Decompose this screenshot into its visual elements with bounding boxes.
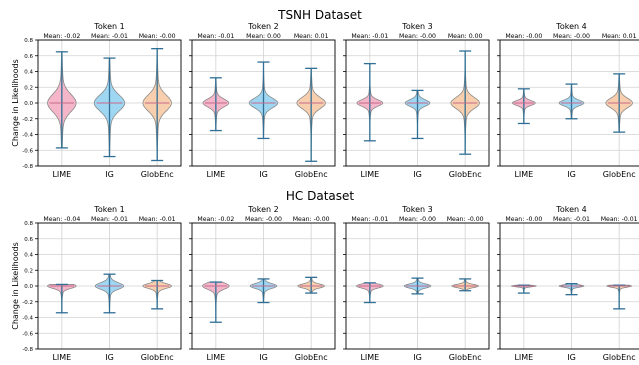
mean-annotation: Mean: -0.04 bbox=[43, 216, 80, 223]
y-tick-label: 0.8 bbox=[24, 221, 33, 227]
x-tick-label: IG bbox=[105, 170, 114, 179]
x-tick-label: GlobEnc bbox=[603, 170, 636, 179]
mean-annotation: Mean: -0.00 bbox=[505, 33, 542, 40]
panel-title: Token 1 bbox=[93, 205, 124, 214]
x-tick-label: LIME bbox=[206, 170, 225, 179]
mean-annotation: Mean: -0.01 bbox=[351, 33, 388, 40]
mean-annotation: Mean: -0.01 bbox=[91, 33, 128, 40]
panel-title: Token 2 bbox=[247, 205, 278, 214]
mean-annotation: Mean: -0.00 bbox=[505, 216, 542, 223]
panel: LIME Mean: -0.01 IG Mean: 0.00 GlobEnc Mean: … bbox=[189, 22, 336, 179]
dataset-title-hc: HC Dataset bbox=[286, 189, 355, 203]
x-tick-label: IG bbox=[259, 170, 268, 179]
mean-annotation: Mean: -0.00 bbox=[139, 33, 176, 40]
x-tick-label: GlobEnc bbox=[295, 170, 328, 179]
mean-annotation: Mean: -0.02 bbox=[43, 33, 80, 40]
x-tick-label: LIME bbox=[514, 353, 533, 362]
mean-annotation: Mean: 0.01 bbox=[294, 33, 329, 40]
mean-annotation: Mean: -0.01 bbox=[601, 216, 638, 223]
y-tick-label: -0.8 bbox=[22, 347, 33, 353]
x-tick-label: GlobEnc bbox=[295, 353, 328, 362]
panel-title: Token 4 bbox=[555, 22, 586, 31]
mean-annotation: Mean: 0.01 bbox=[602, 33, 637, 40]
x-tick-label: GlobEnc bbox=[449, 170, 482, 179]
mean-annotation: Mean: -0.02 bbox=[197, 216, 234, 223]
panel: LIME Mean: -0.04 IG Mean: -0.01 GlobEnc Mean:… bbox=[22, 205, 182, 362]
panel: LIME Mean: -0.01 IG Mean: -0.00 GlobEnc Mean:… bbox=[343, 205, 490, 362]
panel-grid: LIME Mean: -0.02 IG Mean: -0.01 GlobEnc Mean:… bbox=[22, 22, 639, 362]
panel: LIME Mean: -0.00 IG Mean: -0.01 GlobEnc Mean:… bbox=[497, 205, 639, 362]
y-tick-label: 0.2 bbox=[24, 85, 33, 91]
x-tick-label: LIME bbox=[514, 170, 533, 179]
y-axis-label-hc: Change in Likelihoods bbox=[11, 242, 20, 330]
panel: LIME Mean: -0.00 IG Mean: -0.00 GlobEnc Mean:… bbox=[497, 22, 639, 179]
panel-title: Token 3 bbox=[401, 22, 432, 31]
panel-title: Token 2 bbox=[247, 22, 278, 31]
y-tick-label: 0.0 bbox=[24, 101, 33, 107]
y-tick-label: -0.4 bbox=[22, 133, 33, 139]
mean-annotation: Mean: -0.01 bbox=[91, 216, 128, 223]
x-tick-label: IG bbox=[413, 353, 422, 362]
x-tick-label: LIME bbox=[360, 170, 379, 179]
panel-title: Token 3 bbox=[401, 205, 432, 214]
x-tick-label: GlobEnc bbox=[141, 353, 174, 362]
mean-annotation: Mean: -0.01 bbox=[197, 33, 234, 40]
panel: LIME Mean: -0.02 IG Mean: -0.00 GlobEnc Mean:… bbox=[189, 205, 336, 362]
x-tick-label: IG bbox=[413, 170, 422, 179]
x-tick-label: IG bbox=[105, 353, 114, 362]
y-tick-label: 0.0 bbox=[24, 284, 33, 290]
mean-annotation: Mean: -0.00 bbox=[399, 216, 436, 223]
y-tick-label: -0.6 bbox=[22, 331, 33, 337]
y-tick-label: -0.6 bbox=[22, 148, 33, 154]
mean-annotation: Mean: -0.00 bbox=[293, 216, 330, 223]
y-tick-label: 0.6 bbox=[24, 54, 33, 60]
dataset-title-tsnh: TSNH Dataset bbox=[277, 8, 362, 22]
x-tick-label: LIME bbox=[52, 170, 71, 179]
panel-title: Token 4 bbox=[555, 205, 586, 214]
y-tick-label: -0.2 bbox=[22, 117, 33, 123]
mean-annotation: Mean: 0.00 bbox=[448, 33, 483, 40]
x-tick-label: GlobEnc bbox=[603, 353, 636, 362]
y-tick-label: 0.6 bbox=[24, 237, 33, 243]
y-tick-label: -0.4 bbox=[22, 316, 33, 322]
mean-annotation: Mean: 0.00 bbox=[246, 33, 281, 40]
y-tick-label: 0.8 bbox=[24, 38, 33, 44]
y-tick-label: 0.4 bbox=[24, 253, 33, 259]
x-tick-label: IG bbox=[567, 353, 576, 362]
x-tick-label: GlobEnc bbox=[449, 353, 482, 362]
y-tick-label: 0.4 bbox=[24, 70, 33, 76]
panel: LIME Mean: -0.01 IG Mean: -0.00 GlobEnc Mean:… bbox=[343, 22, 490, 179]
y-tick-label: 0.2 bbox=[24, 268, 33, 274]
mean-annotation: Mean: -0.01 bbox=[351, 216, 388, 223]
x-tick-label: IG bbox=[567, 170, 576, 179]
x-tick-label: IG bbox=[259, 353, 268, 362]
y-tick-label: -0.8 bbox=[22, 164, 33, 170]
x-tick-label: LIME bbox=[360, 353, 379, 362]
mean-annotation: Mean: -0.00 bbox=[447, 216, 484, 223]
x-tick-label: GlobEnc bbox=[141, 170, 174, 179]
mean-annotation: Mean: -0.01 bbox=[553, 216, 590, 223]
y-tick-label: -0.2 bbox=[22, 300, 33, 306]
mean-annotation: Mean: -0.01 bbox=[139, 216, 176, 223]
mean-annotation: Mean: -0.00 bbox=[399, 33, 436, 40]
mean-annotation: Mean: -0.00 bbox=[553, 33, 590, 40]
x-tick-label: LIME bbox=[206, 353, 225, 362]
mean-annotation: Mean: -0.00 bbox=[245, 216, 282, 223]
y-axis-label-tsnh: Change in Likelihoods bbox=[11, 59, 20, 147]
x-tick-label: LIME bbox=[52, 353, 71, 362]
panel: LIME Mean: -0.02 IG Mean: -0.01 GlobEnc Mean:… bbox=[22, 22, 182, 179]
panel-title: Token 1 bbox=[93, 22, 124, 31]
